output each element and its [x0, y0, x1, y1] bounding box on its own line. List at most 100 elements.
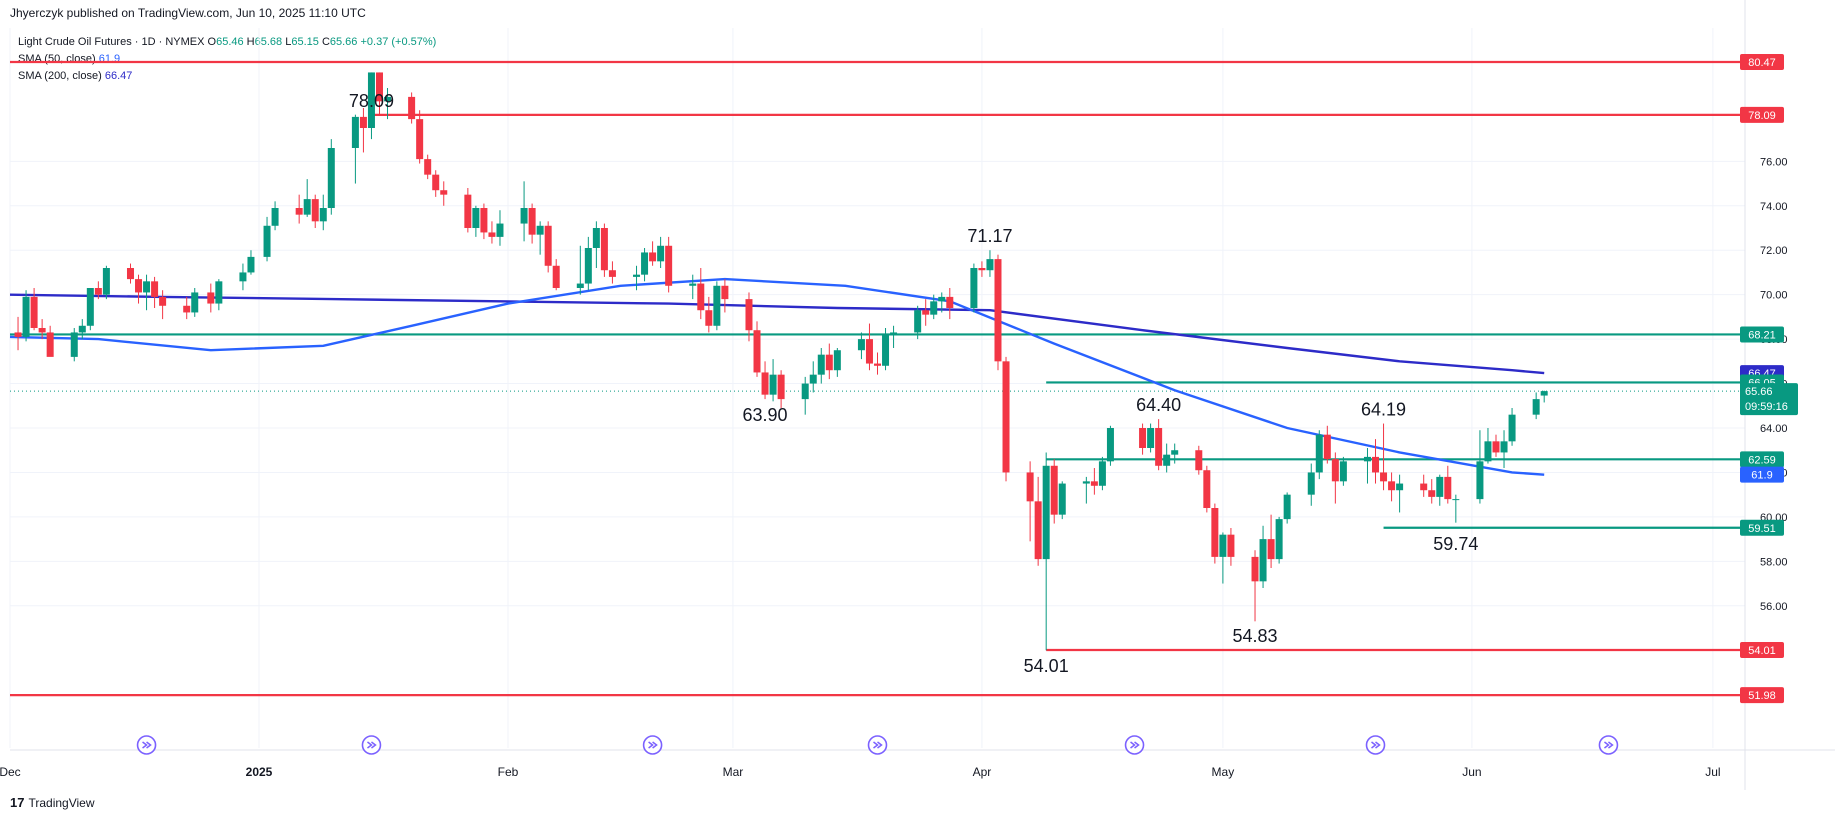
low-value: 65.15 — [291, 36, 319, 48]
candle-body-89 — [1034, 501, 1042, 560]
candle-body-0 — [14, 332, 22, 337]
candle-body-84 — [978, 268, 986, 271]
level-tag-bg-4 — [1740, 451, 1784, 468]
level-tag-6: 54.01 — [1748, 645, 1776, 657]
candle-body-49 — [584, 248, 592, 284]
candle-body-43 — [520, 208, 528, 224]
candle-body-31 — [375, 72, 383, 102]
candle-body-3 — [38, 328, 46, 333]
price-tag-3: 61.9 — [1751, 470, 1772, 482]
candle-body-77 — [890, 332, 898, 335]
open-value: 65.46 — [216, 36, 244, 48]
candle-body-35 — [424, 159, 432, 175]
annotation-0: 78.09 — [349, 91, 394, 111]
candle-body-110 — [1275, 519, 1283, 560]
candle-body-36 — [432, 174, 440, 191]
candle-body-128 — [1484, 441, 1492, 462]
candle-body-29 — [359, 116, 367, 128]
level-tag-0: 80.47 — [1748, 57, 1776, 69]
candle-body-112 — [1307, 472, 1315, 495]
level-tag-bg-0 — [1740, 54, 1784, 70]
candle-body-88 — [1026, 472, 1034, 502]
candle-body-80 — [930, 301, 938, 315]
candle-body-97 — [1139, 428, 1147, 448]
candle-body-132 — [1532, 399, 1540, 415]
candle-body-14 — [159, 296, 167, 306]
sma200-label: SMA (200, close) — [18, 70, 102, 82]
candle-body-42 — [496, 223, 504, 237]
candle-body-57 — [665, 245, 673, 286]
x-tick-label-6: Jun — [1462, 765, 1481, 779]
candle-body-41 — [488, 232, 496, 237]
candle-body-53 — [633, 274, 641, 277]
candle-body-61 — [713, 285, 721, 326]
candle-body-54 — [641, 252, 649, 275]
candle-body-55 — [649, 252, 657, 262]
x-tick-label-7: Jul — [1705, 765, 1720, 779]
event-markers[interactable] — [136, 735, 1619, 755]
candle-body-99 — [1155, 428, 1163, 466]
price-axis[interactable]: 56.0058.0060.0062.0064.0066.0068.0070.00… — [1740, 54, 1798, 704]
candle-body-15 — [183, 305, 191, 313]
level-tag-5: 59.51 — [1748, 523, 1776, 535]
candles — [14, 72, 1548, 651]
footer[interactable]: 17 TradingView — [10, 795, 95, 810]
sma200-row[interactable]: SMA (200, close) 66.47 — [18, 68, 436, 85]
candle-body-120 — [1388, 481, 1396, 491]
candle-body-67 — [777, 374, 785, 400]
candle-body-102 — [1195, 450, 1203, 471]
candle-body-116 — [1339, 461, 1347, 482]
candle-body-123 — [1428, 490, 1436, 497]
candle-body-106 — [1227, 534, 1235, 557]
candle-body-47 — [552, 265, 560, 288]
level-tag-1: 78.09 — [1748, 110, 1776, 122]
candle-body-81 — [938, 296, 946, 302]
x-tick-label-5: May — [1212, 765, 1235, 779]
price-chart[interactable]: 78.09 71.17 63.90 64.40 64.19 59.74 54.83 54.01… — [0, 0, 1835, 790]
y-tick-label-10: 76.00 — [1760, 156, 1788, 168]
level-tag-2: 68.21 — [1748, 329, 1776, 341]
candle-body-113 — [1315, 434, 1323, 473]
candle-body-129 — [1492, 441, 1500, 453]
candle-body-62 — [721, 285, 729, 300]
tradingview-brand: TradingView — [28, 795, 95, 810]
candle-body-7 — [86, 288, 94, 326]
y-tick-label-4: 64.00 — [1760, 423, 1788, 435]
horizontal-levels — [10, 60, 1745, 697]
candle-body-10 — [126, 268, 134, 280]
level-tag-bg-1 — [1740, 106, 1784, 123]
candle-body-19 — [239, 272, 247, 282]
candle-body-91 — [1050, 465, 1058, 515]
candle-body-117 — [1363, 456, 1371, 462]
candle-body-22 — [271, 208, 279, 226]
time-axis[interactable]: Dec 2025 Feb Mar Apr May Jun Jul — [0, 765, 1721, 779]
candle-body-24 — [303, 199, 311, 215]
candle-body-46 — [544, 225, 552, 266]
candle-body-27 — [327, 148, 335, 208]
candle-body-12 — [143, 281, 151, 293]
price-tag-bg-3 — [1740, 466, 1784, 483]
change-value: +0.37 (+0.57%) — [360, 36, 437, 48]
candle-body-20 — [247, 256, 255, 273]
candle-body-104 — [1211, 508, 1219, 557]
candle-body-121 — [1396, 483, 1404, 491]
candle-body-105 — [1219, 534, 1227, 557]
candle-body-114 — [1323, 434, 1331, 460]
y-tick-label-8: 72.00 — [1760, 245, 1788, 257]
event-marker-glyph-2 — [648, 741, 658, 749]
candle-body-72 — [833, 350, 841, 371]
y-tick-label-0: 56.00 — [1760, 601, 1788, 613]
low-label: L — [285, 36, 292, 48]
candle-body-90 — [1042, 465, 1050, 560]
close-label: C — [321, 36, 330, 48]
annotation-6: 54.83 — [1232, 626, 1277, 646]
candle-body-40 — [480, 208, 488, 233]
candle-body-78 — [914, 310, 922, 333]
candle-body-75 — [874, 363, 881, 366]
candle-body-60 — [705, 310, 713, 326]
candle-body-68 — [801, 383, 809, 400]
candle-body-30 — [367, 72, 375, 128]
candle-body-108 — [1259, 539, 1267, 582]
high-value: 65.68 — [254, 36, 283, 48]
x-tick-label-1: 2025 — [246, 765, 273, 779]
